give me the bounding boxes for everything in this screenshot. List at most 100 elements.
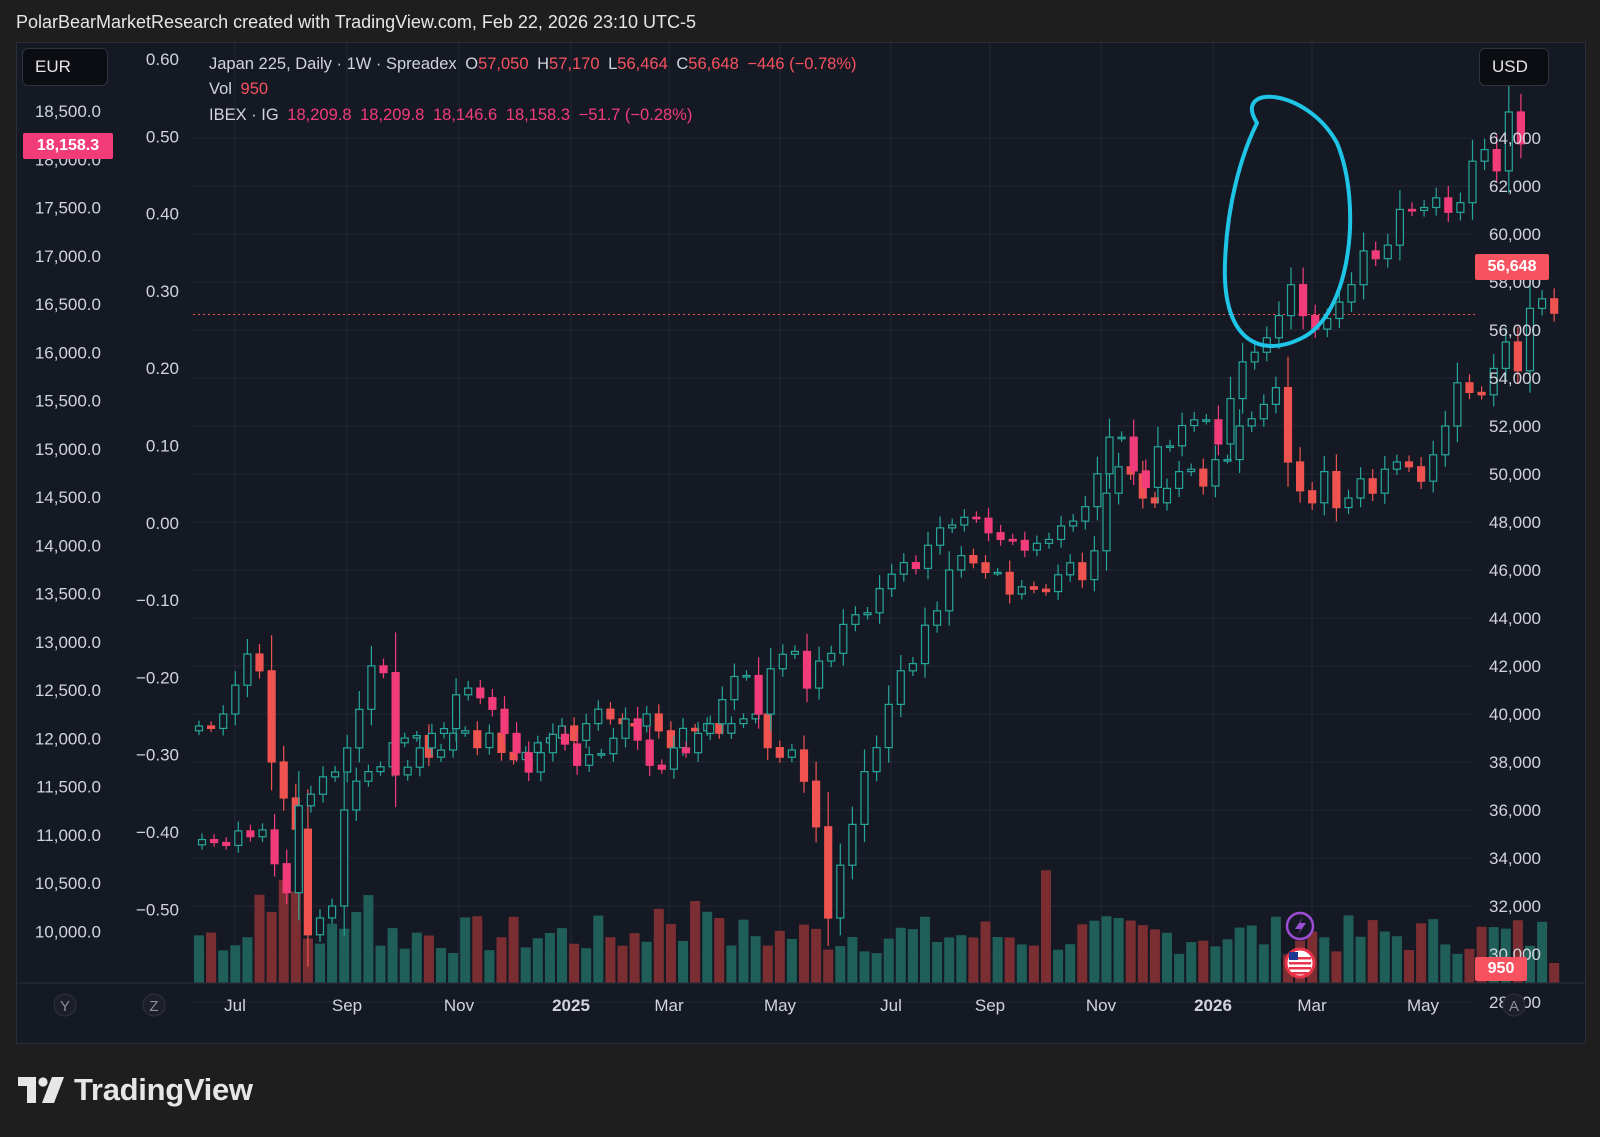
ibex-candle-body [1129,436,1138,472]
ibex-candle-body [1032,542,1042,551]
volume-bar [1174,954,1185,983]
volume-bar [1077,924,1088,983]
jp225-candle-body [303,828,312,936]
jp225-candle-body [1029,586,1039,590]
ibex-candle-body [452,694,461,730]
left-axis-tick: 13,500.0 [35,585,101,604]
left-axis-tick: 15,500.0 [35,392,101,411]
time-axis-button-label: A [1509,998,1519,1015]
ibex-candle-body [827,652,836,662]
volume-bar [448,952,459,983]
volume-bar [206,932,217,983]
left-axis-tick: 13,000.0 [35,633,101,652]
volume-bar [811,928,822,983]
volume-last-tag: 950 [1475,957,1527,981]
legend-high-label: H [537,55,550,73]
ibex-candle-body [1407,208,1417,212]
volume-bar [1137,925,1148,983]
left-axis-tick: 10,500.0 [35,874,101,893]
right-axis-tick: 56,000 [1489,321,1541,340]
volume-bar [714,917,725,983]
jp225-candle-body [1005,571,1014,595]
ibex-candle-body [427,732,436,749]
volume-bar [1343,915,1354,983]
legend-close-value: 56,648 [688,55,739,73]
jp225-candle-body [727,722,736,734]
ibex-candle-body [899,562,908,575]
right-axis-tick: 34,000 [1489,849,1541,868]
jp225-candle-body [485,732,494,749]
volume-bar [1270,916,1281,983]
jp225-candle-body [1392,461,1402,470]
ibex-candle-body [512,732,521,754]
jp225-candle-body [969,554,978,564]
jp225-candle-body [1041,588,1051,593]
ibex-candle-body [548,733,558,754]
volume-bar [883,938,894,983]
ibex-candle-body [609,737,618,755]
mid-axis-tick: 0.20 [146,359,179,378]
ibex-candle-body [572,743,582,766]
jp225-candle-body [1199,468,1208,487]
jp225-candle-body [920,624,930,665]
time-axis-button [142,993,166,1017]
left-currency-button[interactable]: EUR [22,48,108,86]
volume-bar [617,945,628,983]
jp225-candle-body [1501,341,1510,369]
volume-bar [1488,927,1499,983]
volume-bar [581,948,592,983]
volume-bar [1004,937,1015,983]
ibex-candle-body [681,747,691,754]
ibex-candle-body [633,718,642,741]
brand-name: TradingView [74,1072,253,1107]
left-axis-tick: 17,000.0 [35,247,101,266]
tradingview-logo-icon [18,1077,64,1103]
volume-bar [726,945,737,983]
ibex-candle-body [742,674,751,678]
ibex-candle-body [911,562,921,570]
left-axis-tick: 16,000.0 [35,343,101,362]
jp225-candle-body [1537,298,1547,310]
jp225-candle-body [848,823,857,866]
ibex-candle-body [669,747,679,770]
volume-bar [1319,937,1330,983]
mid-axis-tick: 0.40 [146,205,179,224]
ibex-last-price-tag: 18,158.3 [23,133,113,159]
volume-bar [653,908,664,983]
ibex-candle-body [246,830,255,838]
tradingview-brand[interactable]: TradingView [18,1072,253,1108]
jp225-candle-body [836,864,845,919]
ibex-candle-body [294,805,303,894]
chart-panel[interactable]: 18,500.0 18,000.0 17,500.0 17,000.0 16,500.0… [16,42,1586,1044]
ibex-candle-body [1056,525,1066,541]
volume-bar [399,948,410,983]
lightning-icon [1295,917,1306,936]
jp225-candle-body [1235,425,1244,461]
ibex-candle-body [1069,520,1078,527]
ibex-candle-body [1504,111,1513,172]
jp225-candle-body [775,746,784,758]
volume-bar [411,932,422,983]
volume-bar [460,917,471,983]
ibex-candle-body [415,747,424,768]
jp225-candle-body [328,905,337,919]
jp225-candle-body [340,809,349,907]
volume-bar [738,919,749,983]
ibex-candle-body [960,516,969,526]
ibex-candle-body [1468,160,1477,204]
left-axis-tick: 10,000.0 [35,922,101,941]
volume-bar [1379,931,1390,983]
volume-bar [1065,944,1076,983]
right-currency-button[interactable]: USD [1479,48,1549,86]
volume-bar [907,929,918,983]
chart-canvas[interactable]: 18,500.018,000.017,500.017,000.016,500.0… [17,43,1585,1043]
volume-bar [508,916,519,983]
volume-bar [678,940,688,983]
us-flag-icon [1289,957,1311,960]
time-axis-tick: Mar [654,996,684,1015]
volume-bar [254,894,265,983]
jp225-candle-body [255,653,264,672]
jp225-candle-body [231,684,240,715]
mid-axis-tick: 0.60 [146,50,179,69]
legend-volume-value: 950 [240,80,269,98]
